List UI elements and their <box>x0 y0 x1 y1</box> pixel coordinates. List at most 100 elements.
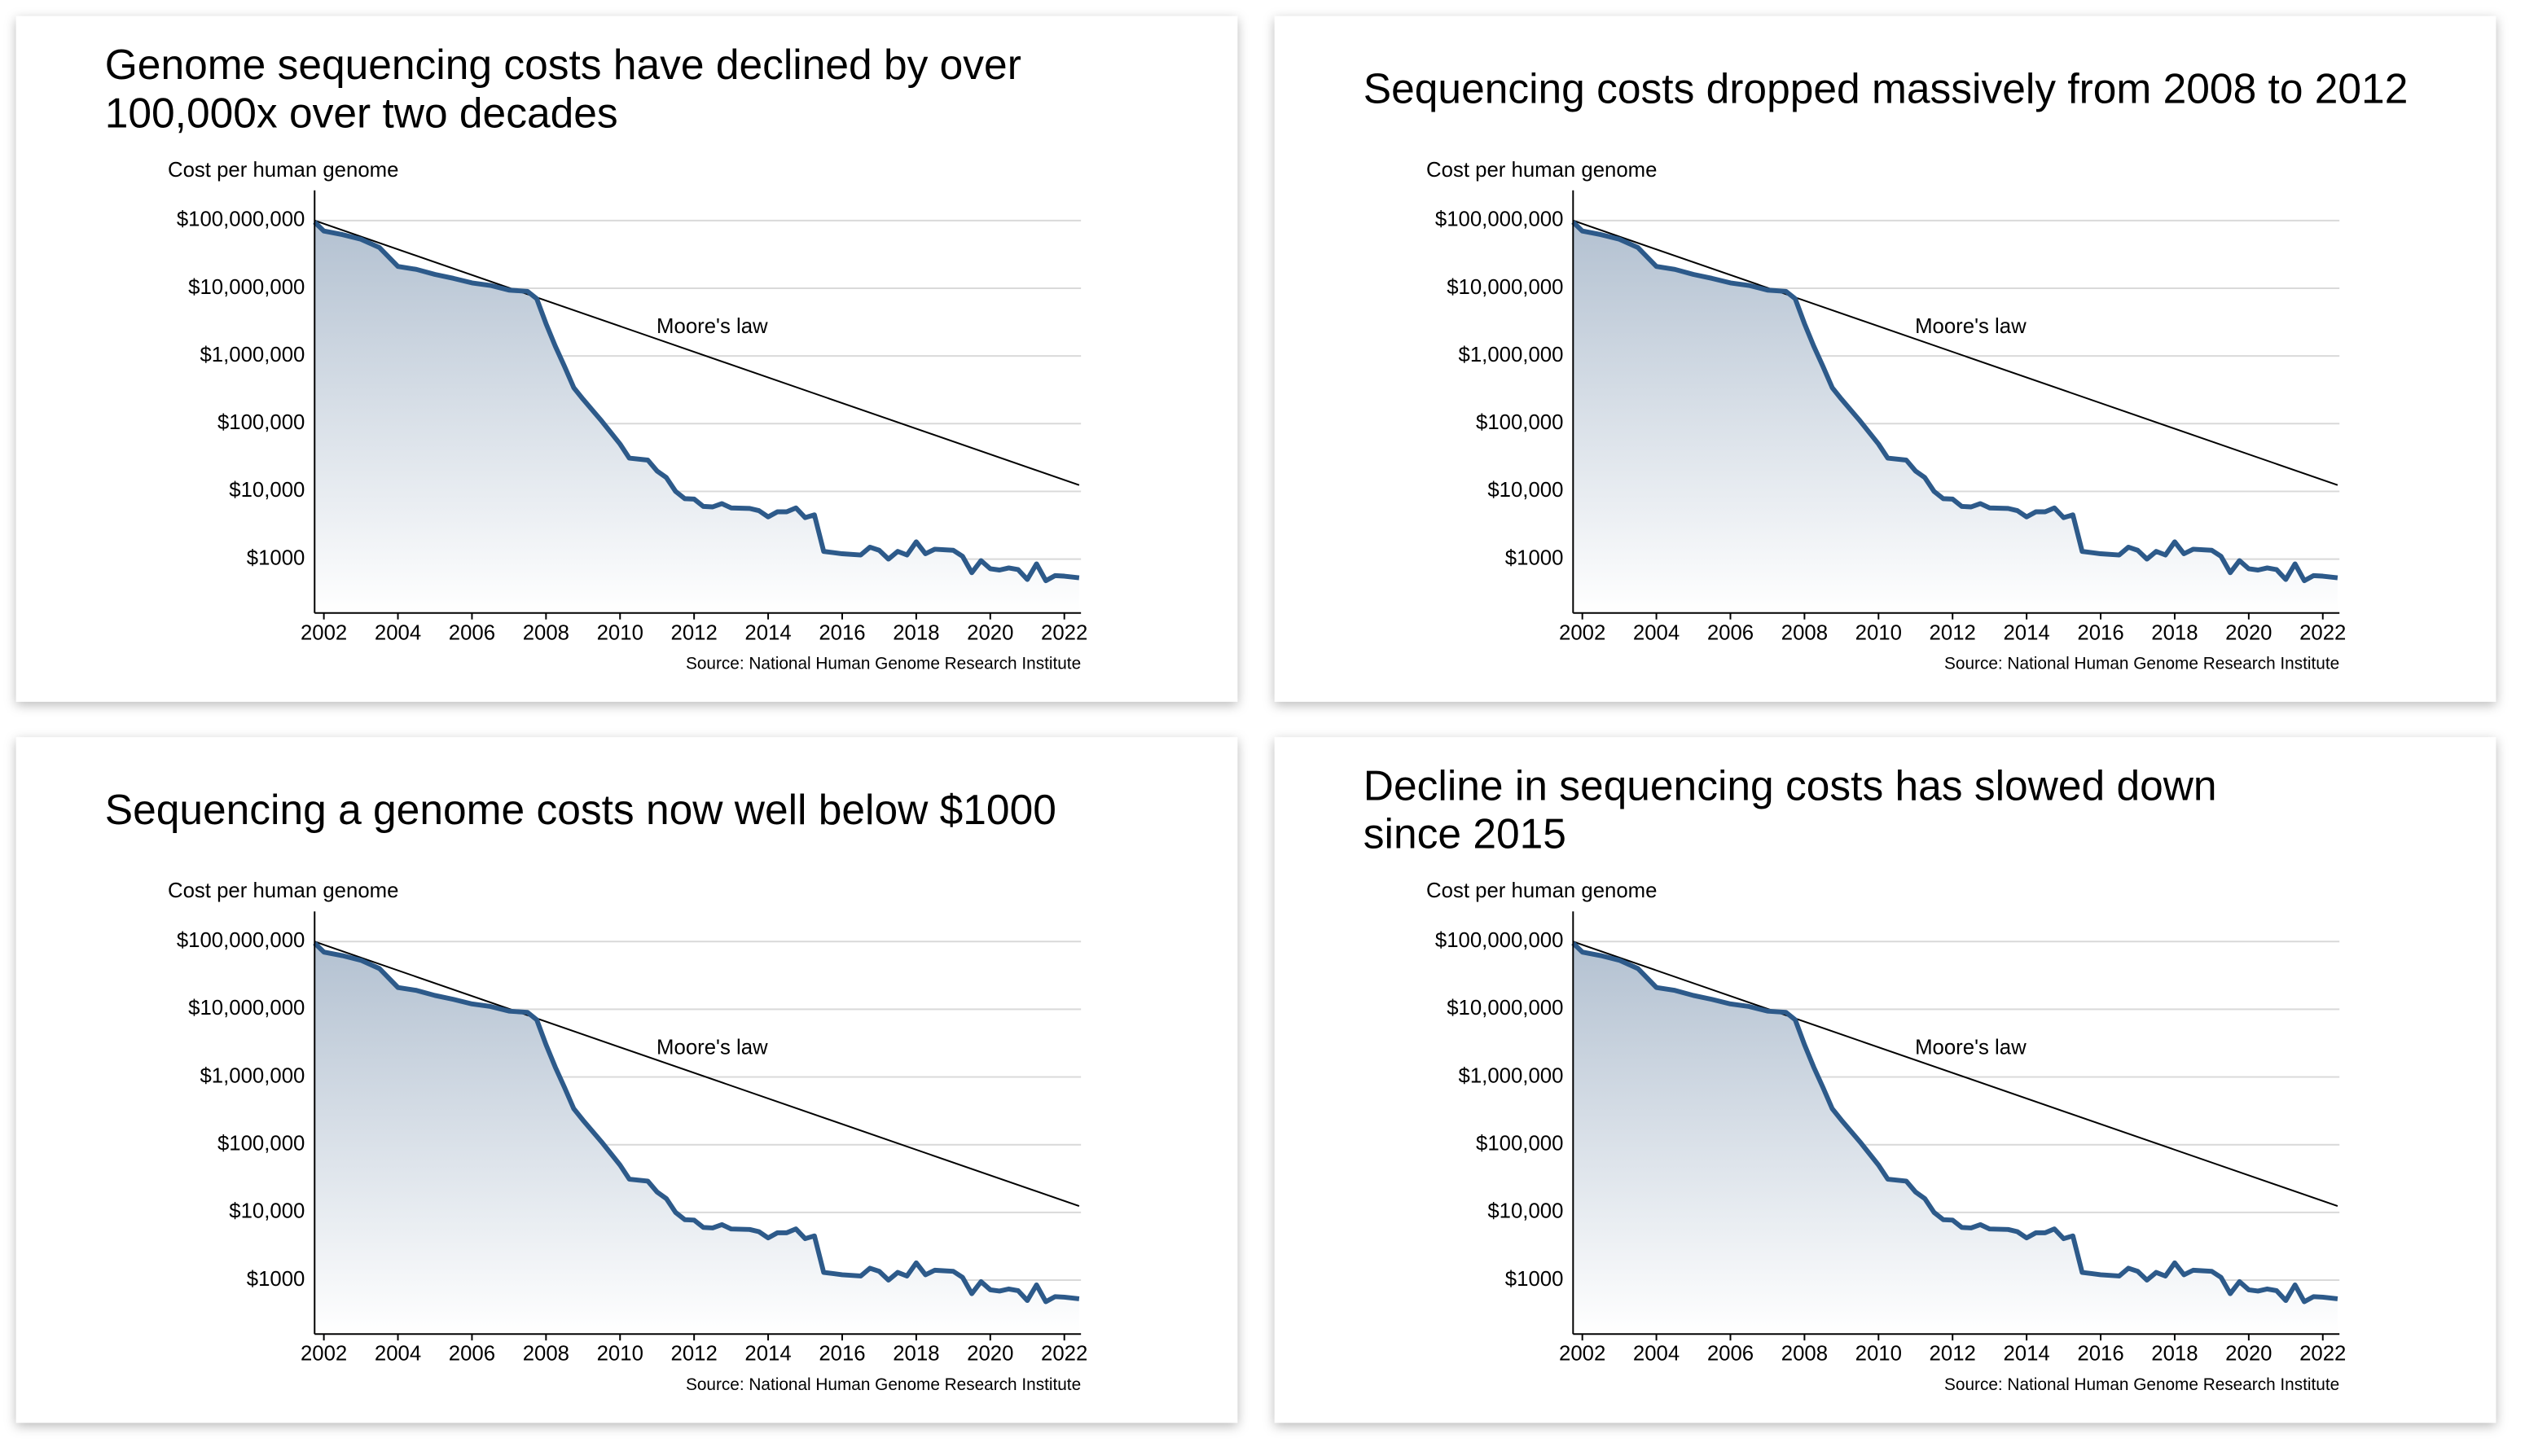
x-tick-label: 2006 <box>1707 621 1754 644</box>
x-tick-label: 2002 <box>1559 1343 1605 1366</box>
moores-law-line <box>1572 219 2338 486</box>
y-tick-label: $10,000,000 <box>188 997 305 1020</box>
moores-law-label: Moore's law <box>656 315 768 338</box>
moores-law-label: Moore's law <box>656 1036 768 1059</box>
x-tick-label: 2020 <box>967 1343 1013 1366</box>
moores-law-line <box>314 941 1080 1208</box>
y-tick-label: $100,000,000 <box>1435 929 1564 952</box>
y-tick-label: $10,000 <box>1487 1200 1563 1223</box>
x-tick-label: 2020 <box>2225 621 2272 644</box>
x-tick-label: 2008 <box>1781 621 1828 644</box>
source-note: Source: National Human Genome Research I… <box>1944 1375 2339 1394</box>
x-tick-label: 2016 <box>2077 1343 2123 1366</box>
y-axis-label: Cost per human genome <box>1426 879 1657 902</box>
x-tick-label: 2018 <box>893 1343 939 1366</box>
x-tick-label: 2010 <box>597 1343 643 1366</box>
x-tick-label: 2022 <box>1041 621 1087 644</box>
chart-title: Sequencing a genome costs now well below… <box>105 786 1056 833</box>
x-tick-label: 2002 <box>1559 621 1605 644</box>
y-tick-label: $10,000 <box>229 479 305 502</box>
y-tick-label: $100,000,000 <box>177 929 305 952</box>
moores-law-line <box>314 219 1080 486</box>
x-tick-label: 2006 <box>1707 1343 1754 1366</box>
x-tick-label: 2008 <box>523 1343 569 1366</box>
area-fill <box>1573 943 2338 1335</box>
chart-title: Decline in sequencing costs has slowed d… <box>1364 761 2217 809</box>
x-tick-label: 2004 <box>375 1343 421 1366</box>
x-tick-label: 2010 <box>1855 621 1902 644</box>
y-tick-label: $1000 <box>247 1268 305 1291</box>
y-tick-label: $1000 <box>1505 546 1564 569</box>
x-tick-label: 2010 <box>1855 1343 1902 1366</box>
cost-line <box>1571 941 2338 1305</box>
x-tick-label: 2008 <box>1781 1343 1828 1366</box>
x-tick-label: 2016 <box>2077 621 2123 644</box>
x-tick-label: 2018 <box>2151 1343 2198 1366</box>
x-tick-label: 2012 <box>1930 621 1976 644</box>
x-tick-label: 2002 <box>301 621 347 644</box>
x-tick-label: 2006 <box>449 1343 495 1366</box>
x-tick-label: 2014 <box>2003 1343 2049 1366</box>
moores-law-label: Moore's law <box>1915 1036 2027 1059</box>
x-tick-label: 2014 <box>744 621 791 644</box>
x-tick-label: 2022 <box>2299 621 2346 644</box>
chart-card: Genome sequencing costs have declined by… <box>15 15 1238 702</box>
chart-title: Sequencing costs dropped massively from … <box>1364 65 2409 112</box>
x-tick-label: 2004 <box>1633 1343 1680 1366</box>
chart-card: Sequencing a genome costs now well below… <box>15 737 1238 1423</box>
y-tick-label: $1,000,000 <box>1459 344 1564 366</box>
chart-title: 100,000x over two decades <box>105 89 618 136</box>
x-tick-label: 2004 <box>375 621 421 644</box>
cost-line <box>1571 220 2338 584</box>
y-tick-label: $1000 <box>1505 1268 1564 1291</box>
y-tick-label: $10,000 <box>1487 479 1563 502</box>
y-tick-label: $10,000 <box>229 1200 305 1223</box>
x-tick-label: 2012 <box>1930 1343 1976 1366</box>
x-tick-label: 2012 <box>671 621 718 644</box>
y-tick-label: $100,000 <box>1476 411 1563 434</box>
x-tick-label: 2014 <box>2003 621 2049 644</box>
y-axis-label: Cost per human genome <box>168 879 398 902</box>
cost-line <box>313 220 1080 584</box>
y-axis-label: Cost per human genome <box>168 159 398 182</box>
chart-title: Genome sequencing costs have declined by… <box>105 41 1021 88</box>
chart-card: Decline in sequencing costs has slowed d… <box>1274 737 2496 1423</box>
x-tick-label: 2020 <box>967 621 1013 644</box>
moores-law-label: Moore's law <box>1915 315 2027 338</box>
x-tick-label: 2020 <box>2225 1343 2272 1366</box>
x-tick-label: 2006 <box>449 621 495 644</box>
y-tick-label: $10,000,000 <box>1447 276 1563 299</box>
y-tick-label: $100,000,000 <box>1435 208 1564 231</box>
area-fill <box>314 943 1079 1335</box>
x-tick-label: 2022 <box>2299 1343 2346 1366</box>
source-note: Source: National Human Genome Research I… <box>686 1375 1081 1394</box>
y-tick-label: $1,000,000 <box>1459 1064 1564 1087</box>
y-tick-label: $1,000,000 <box>200 1064 305 1087</box>
x-tick-label: 2008 <box>523 621 569 644</box>
y-tick-label: $1000 <box>247 546 305 569</box>
area-fill <box>1573 221 2338 613</box>
x-tick-label: 2012 <box>671 1343 718 1366</box>
y-tick-label: $10,000,000 <box>1447 997 1563 1020</box>
source-note: Source: National Human Genome Research I… <box>1944 655 2339 673</box>
x-tick-label: 2016 <box>819 621 865 644</box>
area-fill <box>314 221 1079 613</box>
chart-title: since 2015 <box>1364 810 1566 857</box>
x-tick-label: 2018 <box>893 621 939 644</box>
x-tick-label: 2004 <box>1633 621 1680 644</box>
x-tick-label: 2014 <box>744 1343 791 1366</box>
y-tick-label: $100,000 <box>217 411 305 434</box>
y-axis-label: Cost per human genome <box>1426 159 1657 182</box>
cost-line <box>313 941 1080 1305</box>
x-tick-label: 2016 <box>819 1343 865 1366</box>
source-note: Source: National Human Genome Research I… <box>686 655 1081 673</box>
moores-law-line <box>1572 941 2338 1208</box>
y-tick-label: $100,000,000 <box>177 208 305 231</box>
y-tick-label: $100,000 <box>217 1133 305 1156</box>
y-tick-label: $100,000 <box>1476 1133 1563 1156</box>
chart-card: Sequencing costs dropped massively from … <box>1274 15 2496 702</box>
y-tick-label: $1,000,000 <box>200 344 305 366</box>
y-tick-label: $10,000,000 <box>188 276 305 299</box>
